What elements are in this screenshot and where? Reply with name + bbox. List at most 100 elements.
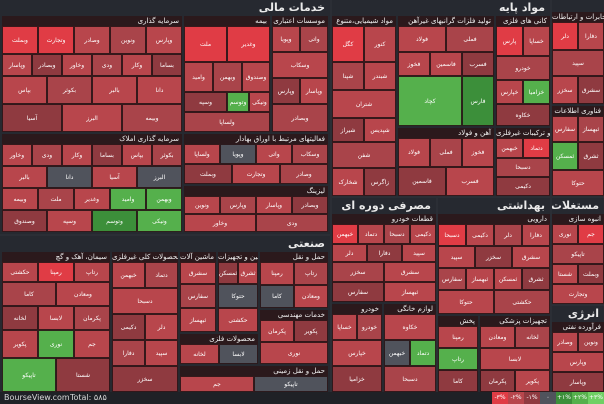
ticker-tile[interactable]: وبملت bbox=[2, 26, 38, 54]
ticker-tile[interactable]: واتی bbox=[300, 26, 328, 52]
ticker-tile[interactable]: خبهمن bbox=[112, 262, 145, 288]
ticker-tile[interactable]: دتماد bbox=[358, 224, 384, 244]
ticker-tile[interactable]: تاپیکو bbox=[2, 358, 56, 392]
sub-telecom[interactable]: مخابرات و ارتباطات دلر دفارا سپید سخزر س… bbox=[552, 12, 604, 104]
ticker-tile[interactable]: ودی bbox=[92, 54, 122, 76]
ticker-tile[interactable]: وپویا bbox=[272, 26, 300, 52]
ticker-tile[interactable]: فولاد bbox=[398, 138, 430, 167]
ticker-tile[interactable]: سخزر bbox=[552, 76, 578, 104]
ticker-tile[interactable]: بکوثر bbox=[152, 144, 182, 166]
ticker-tile[interactable]: وسپه bbox=[47, 210, 92, 232]
ticker-tile[interactable]: لابسا bbox=[38, 306, 74, 330]
ticker-tile[interactable]: دکیمی bbox=[466, 224, 494, 246]
sub-appliance[interactable]: لوازم خانگی خکاوه خبهمن دتماد دسبحا bbox=[384, 304, 436, 392]
ticker-tile[interactable]: ملت bbox=[184, 26, 227, 62]
ticker-tile[interactable]: کاما bbox=[438, 370, 478, 392]
ticker-tile[interactable]: وتجارت bbox=[552, 284, 604, 304]
ticker-tile[interactable]: حکشتی bbox=[494, 290, 550, 314]
ticker-tile[interactable]: سخزر bbox=[475, 246, 512, 268]
ticker-tile[interactable]: شپدیس bbox=[364, 118, 396, 142]
sub-rail[interactable]: حمل و نقل رمپنا رتاپ کاما ومعادن bbox=[260, 252, 328, 308]
ticker-tile[interactable]: وبهمن bbox=[213, 62, 242, 92]
sub-chemical[interactable]: مواد شیمیایی،متنوع کگل کنور شپنا شبندر ش… bbox=[332, 16, 396, 196]
ticker-tile[interactable]: کاما bbox=[260, 285, 294, 308]
ticker-tile[interactable]: دفارا bbox=[522, 224, 550, 246]
ticker-tile[interactable]: کنور bbox=[364, 26, 396, 62]
ticker-tile[interactable]: سفارس bbox=[180, 284, 216, 308]
sub-contracting[interactable]: خدمات مهندسی پکرمان پکویر نوری bbox=[260, 310, 328, 364]
ticker-tile[interactable]: لابسا bbox=[480, 348, 550, 370]
ticker-tile[interactable]: فولاد bbox=[398, 26, 446, 52]
ticker-tile[interactable]: وبهمن bbox=[146, 188, 182, 210]
ticker-tile[interactable]: ثبهساز bbox=[180, 308, 216, 332]
ticker-tile[interactable]: بکوثر bbox=[47, 76, 92, 104]
ticker-tile[interactable]: خپارس bbox=[496, 80, 523, 104]
ticker-tile[interactable]: رمپنا bbox=[260, 262, 294, 285]
ticker-tile[interactable]: ونوین bbox=[184, 196, 220, 214]
ticker-tile[interactable]: وغدیر bbox=[227, 26, 270, 62]
sub-leasing[interactable]: لیزینگ ونوین وپارس وپاسار وبصادر وخاور و… bbox=[184, 186, 328, 232]
ticker-tile[interactable]: خبهمن bbox=[384, 340, 410, 366]
ticker-tile[interactable]: بپاس bbox=[2, 76, 47, 104]
ticker-tile[interactable]: دکیمی bbox=[112, 314, 145, 340]
ticker-tile[interactable]: ثشرق bbox=[578, 142, 604, 170]
ticker-tile[interactable]: لخانه bbox=[515, 326, 550, 348]
ticker-tile[interactable]: وخاور bbox=[184, 214, 256, 232]
ticker-tile[interactable]: فملی bbox=[446, 26, 494, 52]
ticker-tile[interactable]: دانا bbox=[47, 166, 92, 188]
ticker-tile[interactable]: ومعادن bbox=[56, 282, 110, 306]
ticker-tile[interactable]: البرز bbox=[137, 166, 182, 188]
ticker-tile[interactable]: شیراز bbox=[332, 118, 364, 142]
ticker-tile[interactable]: جم bbox=[180, 376, 254, 392]
ticker-tile[interactable]: سفارس bbox=[332, 282, 384, 302]
ticker-tile[interactable]: بالبر bbox=[92, 76, 137, 104]
sub-iron-steel[interactable]: آهن و فولاد فولاد فملی فخوز فاسمین فسرب bbox=[398, 128, 494, 196]
ticker-tile[interactable]: لخانه bbox=[180, 344, 219, 364]
sub-metal-products[interactable]: محصولات فلزی لخانه لابسا bbox=[180, 334, 258, 364]
ticker-tile[interactable]: خودرو bbox=[496, 56, 550, 80]
sub-credit[interactable]: موسسات اعتباری وپویا واتی وسکاب وپارس وپ… bbox=[272, 16, 328, 132]
ticker-tile[interactable]: ثبهساز bbox=[578, 116, 604, 142]
sub-shipping[interactable]: حمل و نقل زمینی جم تاپیکو bbox=[180, 366, 328, 392]
ticker-tile[interactable]: بساما bbox=[152, 54, 182, 76]
ticker-tile[interactable]: کاما bbox=[2, 282, 56, 306]
ticker-tile[interactable]: خکاوه bbox=[496, 104, 550, 126]
sub-insurance[interactable]: بیمه ملت وغدیر وامید وبهمن وصندوق وسپه و… bbox=[184, 16, 270, 132]
ticker-tile[interactable]: ودی bbox=[32, 144, 62, 166]
ticker-tile[interactable]: دتماد bbox=[523, 138, 550, 158]
ticker-tile[interactable]: جم bbox=[74, 330, 110, 358]
ticker-tile[interactable]: ثمسکن bbox=[552, 142, 578, 170]
ticker-tile[interactable]: حکشتی bbox=[2, 262, 38, 282]
ticker-tile[interactable]: وصندوق bbox=[2, 210, 47, 232]
ticker-tile[interactable]: دتماد bbox=[145, 262, 178, 288]
ticker-tile[interactable]: دفارا bbox=[578, 22, 604, 50]
ticker-tile[interactable]: تاپیکو bbox=[552, 244, 604, 264]
ticker-tile[interactable]: وصندوق bbox=[242, 62, 270, 92]
sub-pharma[interactable]: دارویی دسبحا دکیمی دلر دفارا سپید سخزر س… bbox=[438, 214, 550, 314]
sub-auto-main[interactable]: خودرو خساپا خودرو خپارس خزامیا bbox=[332, 304, 382, 392]
ticker-tile[interactable]: دفارا bbox=[367, 244, 402, 262]
ticker-tile[interactable]: ونیکی bbox=[137, 210, 182, 232]
ticker-tile[interactable]: رتاپ bbox=[294, 262, 328, 285]
ticker-tile[interactable]: رتاپ bbox=[438, 348, 478, 370]
sub-health-dist[interactable]: پخش رمپنا رتاپ کاما bbox=[438, 316, 478, 392]
ticker-tile[interactable]: وبملت bbox=[578, 264, 604, 284]
ticker-tile[interactable]: شستا bbox=[552, 264, 578, 284]
ticker-tile[interactable]: دسبحا bbox=[438, 224, 466, 246]
ticker-tile[interactable]: ثبهساز bbox=[466, 268, 494, 290]
ticker-tile[interactable]: سپید bbox=[402, 244, 436, 262]
ticker-tile[interactable]: فارس bbox=[462, 76, 494, 126]
sub-electrical[interactable]: ماشین و تجهیزات ثمسکن ثشرق حتوکا حکشتی bbox=[218, 252, 258, 332]
sub-securities[interactable]: سرمایه گذاری املاک وخاور ودی وکار بساما … bbox=[2, 134, 182, 232]
ticker-tile[interactable]: ثشرق bbox=[238, 262, 258, 284]
ticker-tile[interactable]: سپید bbox=[145, 340, 178, 366]
ticker-tile[interactable]: وکار bbox=[122, 54, 152, 76]
ticker-tile[interactable]: پکرمان bbox=[260, 320, 294, 342]
ticker-tile[interactable]: ثمسکن bbox=[494, 268, 522, 290]
ticker-tile[interactable]: دلر bbox=[332, 244, 367, 262]
ticker-tile[interactable]: وپارس bbox=[146, 26, 182, 54]
ticker-tile[interactable]: وخاور bbox=[2, 144, 32, 166]
ticker-tile[interactable]: سخزر bbox=[332, 262, 384, 282]
ticker-tile[interactable]: وپاسار bbox=[2, 54, 32, 76]
ticker-tile[interactable]: خزامیا bbox=[523, 80, 550, 104]
